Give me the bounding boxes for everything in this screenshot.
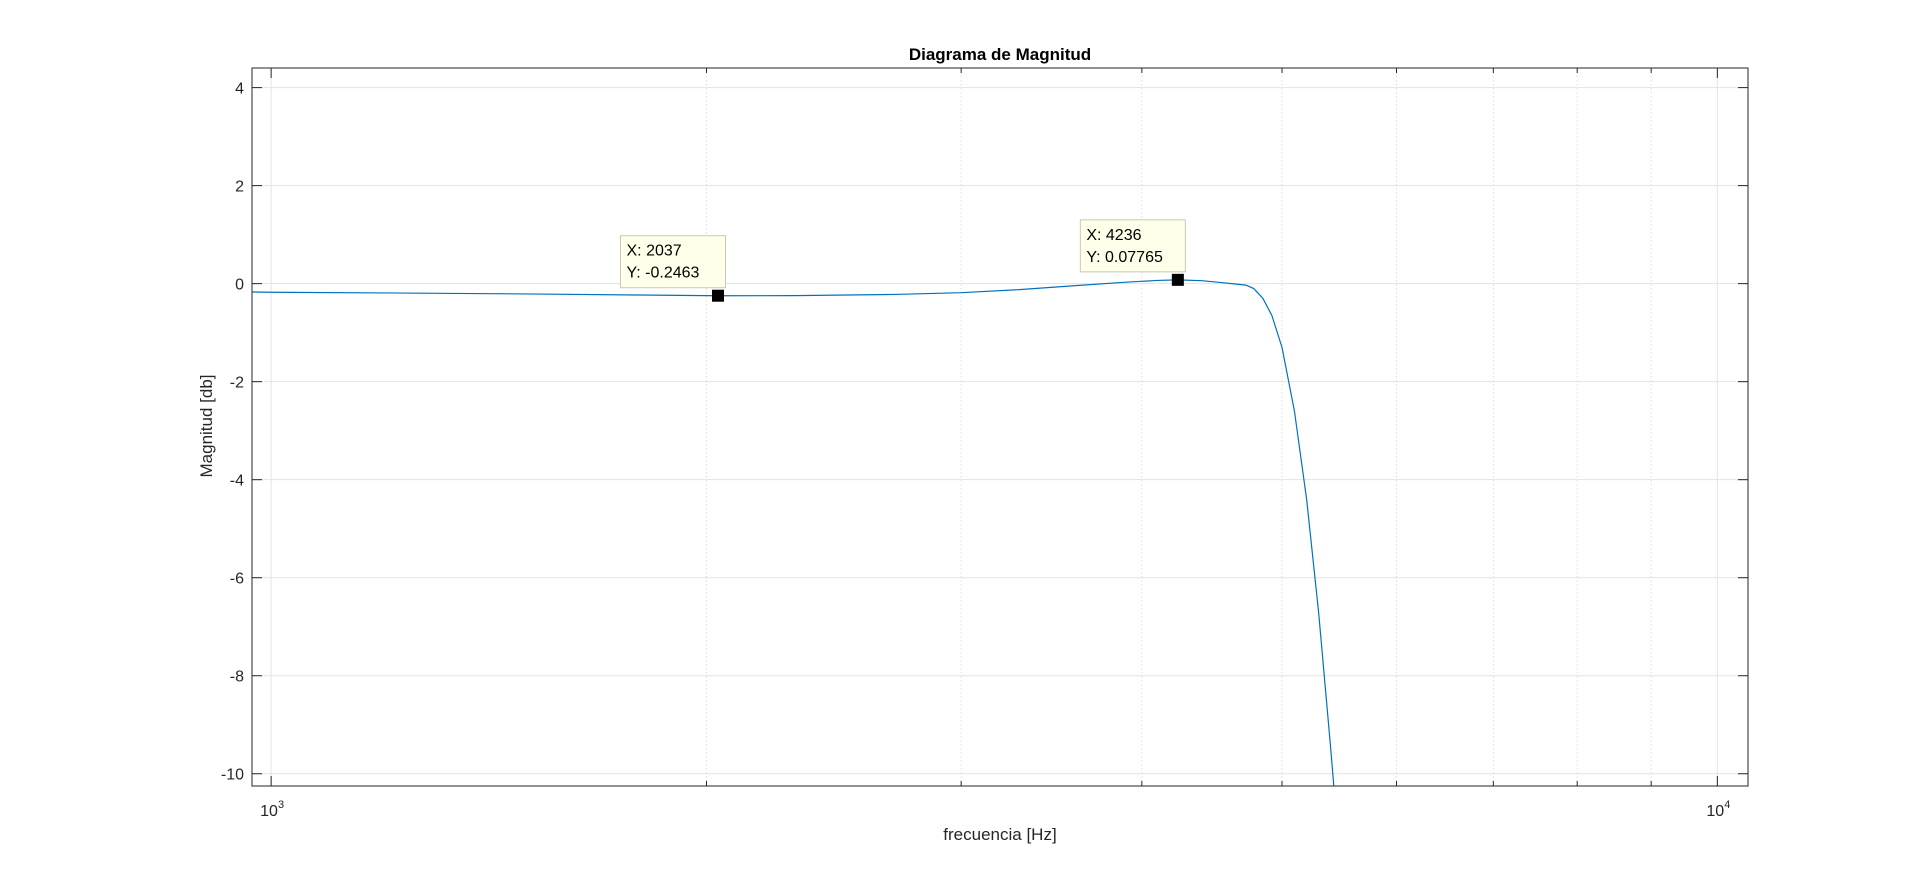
x-axis-label: frecuencia [Hz]	[943, 825, 1056, 844]
y-tick-label: -6	[230, 571, 244, 588]
chart-title: Diagrama de Magnitud	[909, 45, 1091, 64]
datatips: X: 4236 Y: 0.07765 X: 2037 Y: -0.2463	[620, 219, 1186, 302]
axes-frame	[251, 67, 1749, 787]
x-tick-label-exponent: 4	[1724, 799, 1730, 811]
y-tick-label: -4	[230, 473, 244, 490]
y-tick-label: -10	[221, 767, 244, 784]
datatip-1: X: 2037 Y: -0.2463	[620, 235, 727, 302]
y-tick-label: 0	[235, 277, 244, 294]
datatip-box	[1079, 219, 1186, 273]
plot-box	[251, 67, 1749, 787]
datatip-x-text: X: 2037	[627, 243, 682, 260]
x-tick-label-base: 10	[260, 803, 278, 820]
y-tick-label: 2	[235, 179, 244, 196]
x-tick-label-exponent: 3	[278, 799, 284, 811]
datatip-y-text: Y: -0.2463	[627, 265, 700, 282]
x-tick-label-base: 10	[1706, 803, 1724, 820]
y-tick-label: -8	[230, 669, 244, 686]
datatip-y-text: Y: 0.07765	[1086, 249, 1163, 266]
grid	[252, 68, 1748, 786]
datatip-0: X: 4236 Y: 0.07765	[1079, 219, 1186, 286]
y-tick-label: 4	[235, 81, 244, 98]
x-tick-label: 103	[260, 799, 284, 820]
x-tick-label: 104	[1706, 799, 1730, 820]
y-tick-label: -2	[230, 375, 244, 392]
datatip-marker	[712, 289, 725, 302]
datatip-box	[620, 235, 727, 289]
y-axis-label: Magnitud [db]	[197, 374, 216, 477]
datatip-x-text: X: 4236	[1086, 227, 1141, 244]
datatip-marker	[1171, 273, 1184, 286]
